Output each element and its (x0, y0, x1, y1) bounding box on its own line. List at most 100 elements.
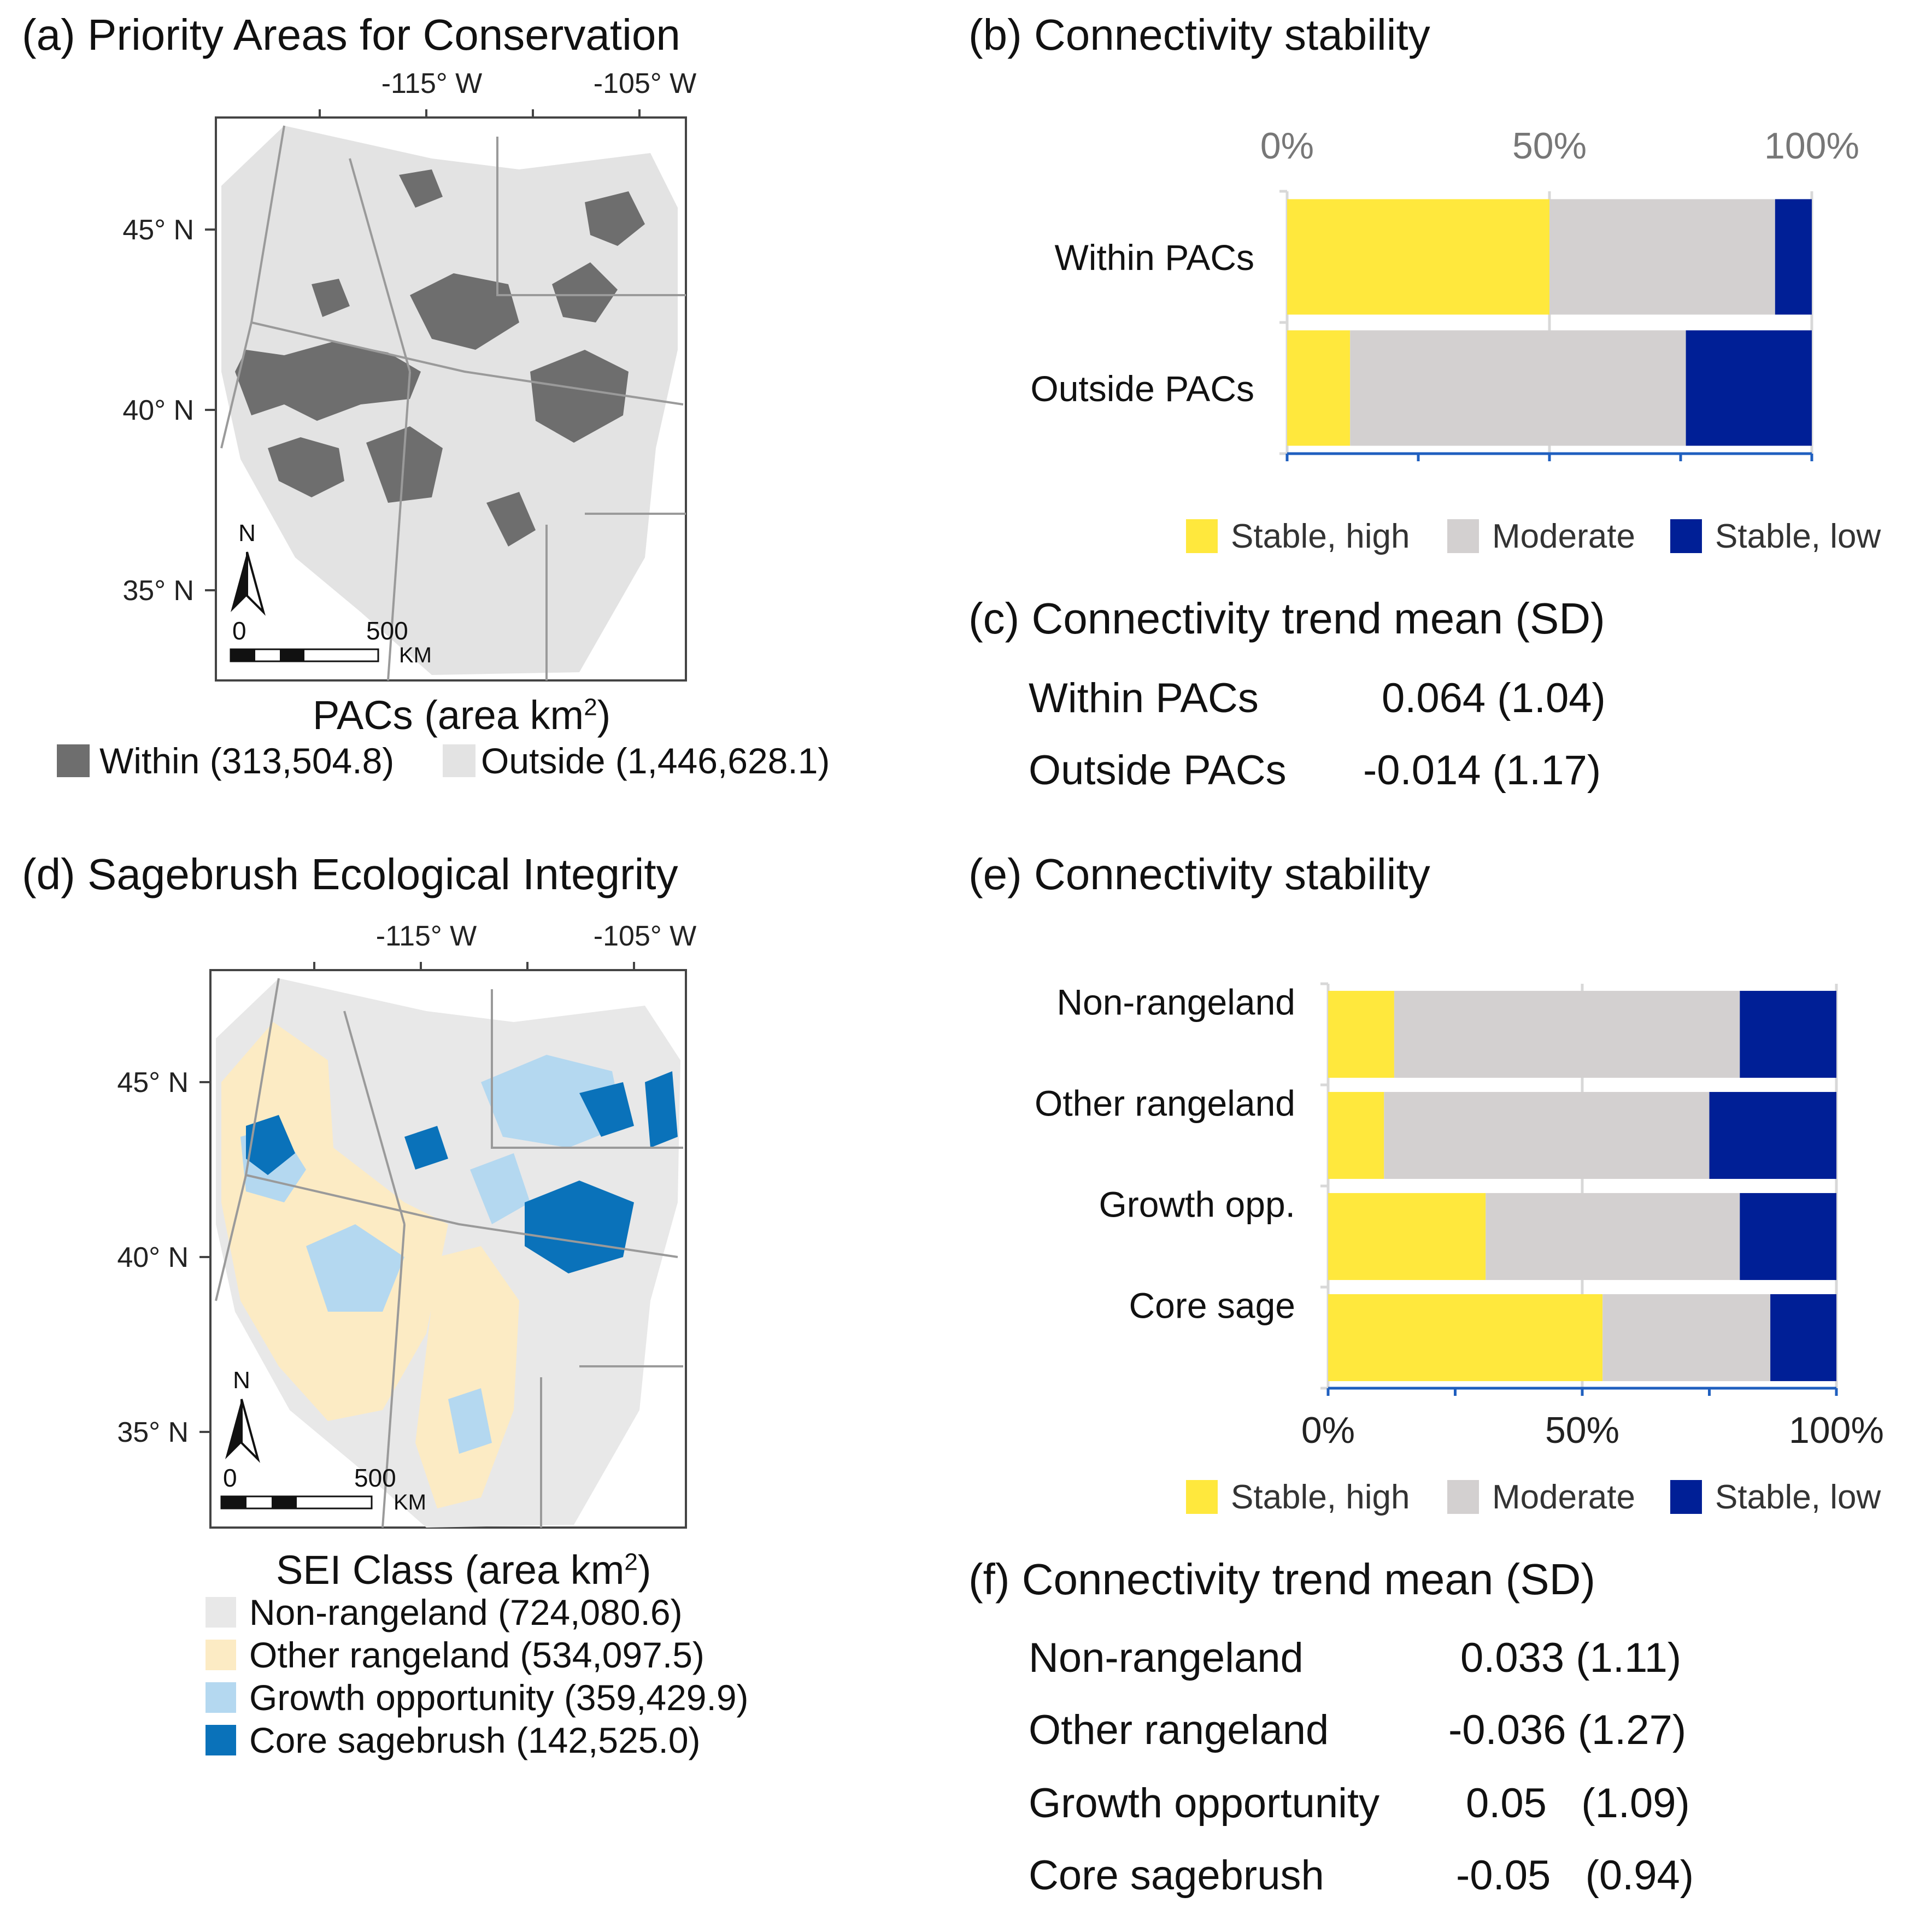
bar-segment (1770, 1294, 1836, 1382)
svg-text:N: N (233, 1367, 250, 1394)
x-tick-label: 50% (1512, 125, 1587, 167)
legend-swatch (1670, 519, 1702, 553)
x-tick-label: 0% (1301, 1410, 1355, 1451)
legend-swatch (206, 1682, 236, 1713)
trend-label: Non-rangeland (1029, 1635, 1304, 1681)
north-arrow-icon: N (225, 1367, 260, 1463)
bar-segment (1328, 1294, 1603, 1382)
bar-segment (1775, 199, 1812, 315)
svg-text:500: 500 (366, 616, 408, 645)
map-d-ticks (199, 962, 635, 1433)
bar-segment (1328, 990, 1394, 1078)
svg-text:KM: KM (399, 643, 432, 667)
legend-label: Growth opportunity (359,429.9) (249, 1677, 749, 1718)
map-a-pac-shape (366, 426, 443, 503)
legend-label: Within (313,504.8) (99, 741, 395, 781)
panel-b-chart: Within PACs Outside PACs 0% 50% 100% (1030, 125, 1859, 461)
legend-swatch (206, 1597, 236, 1628)
map-a-pac-shape (585, 191, 645, 246)
x-tick-label: 100% (1764, 125, 1859, 167)
legend-label: Stable, low (1715, 518, 1881, 555)
legend-swatch (206, 1640, 236, 1670)
bar-segment (1394, 990, 1740, 1078)
map-a-ticks (205, 109, 641, 591)
map-d-core-sagebrush (246, 1115, 295, 1175)
map-d-lat-label: 35° N (117, 1417, 189, 1448)
legend-swatch (206, 1725, 236, 1755)
category-label: Core sage (1129, 1285, 1295, 1326)
svg-text:KM: KM (394, 1490, 426, 1514)
bar-segment (1740, 1193, 1836, 1281)
panel-a-map-frame: -115° W -105° W 45° N 40° N 35° N N 0 50… (104, 66, 716, 694)
panel-d-map: -115° W -105° W 45° N 40° N 35° N N 0 50… (117, 920, 696, 1529)
legend-swatch (57, 744, 90, 777)
legend-swatch (1447, 519, 1479, 553)
map-a-pac-shape (235, 342, 421, 421)
bar-segment (1549, 199, 1775, 315)
bar-segment (1384, 1091, 1710, 1179)
bar-segment (1486, 1193, 1740, 1281)
category-label: Within PACs (1054, 237, 1254, 278)
map-a-pac-shape (312, 279, 350, 317)
trend-label: Growth opportunity (1029, 1780, 1380, 1827)
map-d-core-sagebrush (404, 1126, 448, 1170)
panel-a-map: -115° W -105° W 45° N 40° N 35° N N 0 50… (122, 68, 696, 682)
map-a-lon-label: -105° W (594, 68, 696, 99)
trend-value: 0.064 (1.04) (1382, 675, 1606, 721)
north-arrow-icon: N (231, 520, 266, 616)
legend-swatch (1186, 1480, 1218, 1514)
svg-text:500: 500 (354, 1464, 396, 1492)
category-label: Other rangeland (1035, 1083, 1295, 1124)
map-d-state-lines (215, 978, 683, 1528)
map-a-pac-shape (486, 492, 536, 547)
panel-a-legend-title: PACs (area km2) (313, 692, 611, 738)
map-d-other-rangeland (415, 1246, 519, 1508)
bar-segment (1287, 330, 1351, 446)
trend-value: -0.036 (1.27) (1448, 1707, 1687, 1753)
legend-swatch (443, 744, 475, 777)
legend-label: Moderate (1492, 518, 1635, 555)
bar-segment (1287, 199, 1549, 315)
trend-label: Core sagebrush (1029, 1852, 1324, 1899)
map-d-core-sagebrush (645, 1071, 678, 1148)
trend-value: 0.05 (1.09) (1466, 1780, 1690, 1827)
legend-swatch (1670, 1480, 1702, 1514)
legend-label: Core sagebrush (142,525.0) (249, 1720, 701, 1760)
map-d-growth-opportunity (306, 1224, 404, 1312)
map-d-growth-opportunity (448, 1388, 492, 1454)
map-d-growth-opportunity (470, 1153, 530, 1224)
legend-swatch (1447, 1480, 1479, 1514)
panel-d-legend-title: SEI Class (area km2) (276, 1547, 651, 1593)
legend-label: Other rangeland (534,097.5) (249, 1635, 704, 1675)
panel-e-chart: Non-rangeland Other rangeland Growth opp. C… (1035, 982, 1884, 1452)
bar-segment (1602, 1294, 1771, 1382)
x-tick-label: 100% (1789, 1410, 1884, 1451)
map-a-lat-label: 35° N (122, 575, 194, 607)
legend-label: Outside (1,446,628.1) (481, 741, 830, 781)
map-d-core-sagebrush (579, 1082, 634, 1137)
map-a-pac-shape (268, 437, 344, 497)
bar-segment (1709, 1091, 1836, 1179)
x-tick-label: 0% (1260, 125, 1314, 167)
legend-label: Stable, high (1231, 518, 1410, 555)
panel-a-title: (a) Priority Areas for Conservation (22, 10, 680, 59)
svg-text:N: N (238, 520, 256, 547)
panel-e-title: (e) Connectivity stability (968, 850, 1430, 899)
legend-label: Stable, low (1715, 1478, 1881, 1516)
map-a-pac-shape (410, 273, 519, 350)
category-label: Outside PACs (1030, 368, 1254, 409)
map-a-lat-label: 40° N (122, 395, 194, 426)
map-a-lat-label: 45° N (122, 214, 194, 246)
trend-label: Outside PACs (1029, 747, 1287, 794)
bar-segment (1328, 1091, 1384, 1179)
panel-f-title: (f) Connectivity trend mean (SD) (968, 1555, 1596, 1604)
map-d-growth-opportunity (481, 1055, 623, 1148)
svg-text:0: 0 (223, 1464, 237, 1492)
map-d-lat-label: 40° N (117, 1242, 189, 1273)
legend-label: Non-rangeland (724,080.6) (249, 1592, 683, 1632)
legend-swatch (1186, 519, 1218, 553)
trend-value: -0.05 (0.94) (1456, 1852, 1694, 1899)
panel-b-title: (b) Connectivity stability (968, 10, 1430, 59)
scale-bar-icon: 0 500 KM (230, 616, 432, 667)
trend-value: 0.033 (1.11) (1460, 1635, 1682, 1681)
